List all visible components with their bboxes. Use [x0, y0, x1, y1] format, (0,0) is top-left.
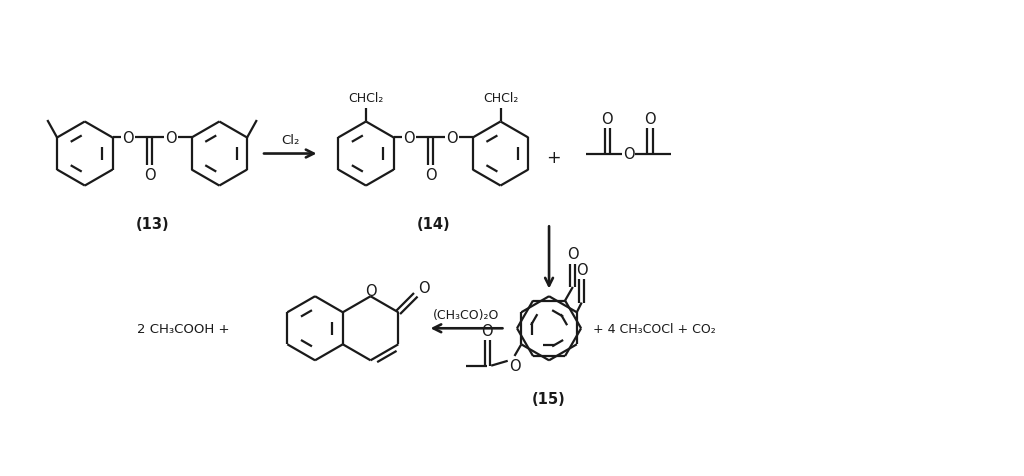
Text: (13): (13) [135, 217, 169, 231]
Text: (CH₃CO)₂O: (CH₃CO)₂O [433, 308, 500, 321]
Text: O: O [601, 112, 613, 127]
Text: O: O [425, 168, 436, 182]
Text: +: + [547, 149, 561, 167]
Text: O: O [418, 280, 429, 295]
Text: O: O [365, 283, 377, 298]
Text: (15): (15) [532, 391, 566, 406]
Text: O: O [403, 131, 415, 146]
Text: CHCl₂: CHCl₂ [482, 91, 518, 105]
Text: O: O [481, 324, 494, 338]
Text: 2 CH₃COOH +: 2 CH₃COOH + [137, 322, 229, 335]
Text: O: O [143, 168, 156, 182]
Text: (14): (14) [417, 217, 450, 231]
Text: O: O [567, 247, 579, 262]
Text: O: O [446, 131, 458, 146]
Text: O: O [122, 131, 134, 146]
Text: CHCl₂: CHCl₂ [348, 91, 384, 105]
Text: O: O [575, 262, 588, 278]
Text: Cl₂: Cl₂ [281, 134, 299, 147]
Text: O: O [509, 358, 520, 373]
Text: O: O [623, 147, 635, 162]
Text: + 4 CH₃COCl + CO₂: + 4 CH₃COCl + CO₂ [593, 322, 716, 335]
Text: O: O [165, 131, 176, 146]
Text: O: O [644, 112, 655, 127]
